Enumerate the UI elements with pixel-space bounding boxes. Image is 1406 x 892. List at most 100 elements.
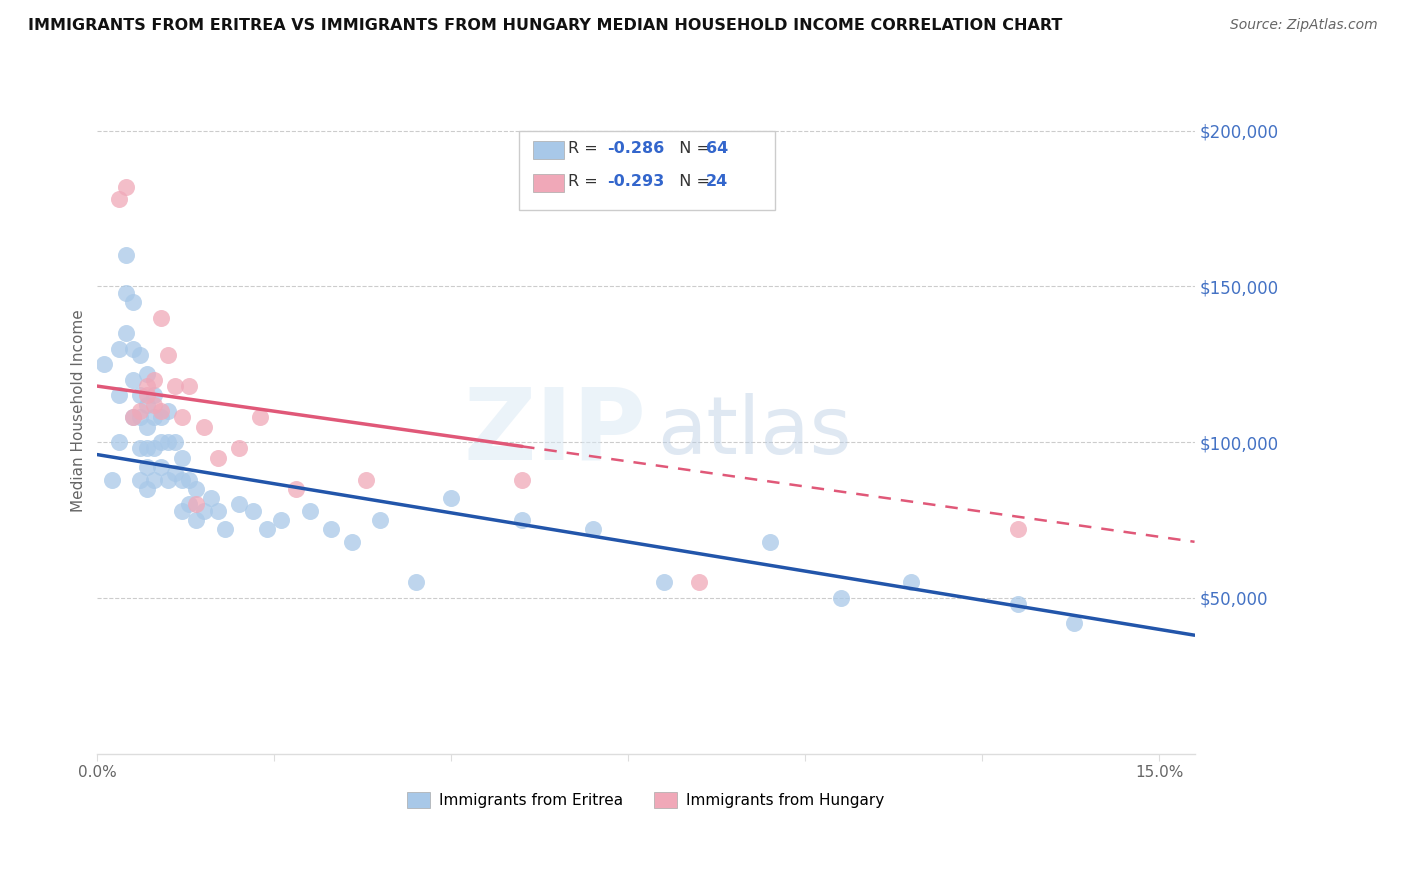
Point [114, 248, 136, 262]
Point [114, 285, 136, 300]
Point [652, 575, 675, 590]
Point [1007, 522, 1029, 536]
Point [186, 513, 208, 527]
Point [157, 348, 180, 362]
Point [157, 473, 180, 487]
Point [100, 473, 122, 487]
Text: 64: 64 [706, 141, 728, 156]
Point [135, 482, 157, 496]
Point [93, 357, 115, 371]
Point [107, 435, 129, 450]
Point [440, 491, 463, 506]
Point [370, 513, 392, 527]
Point [340, 534, 363, 549]
Point [135, 398, 157, 412]
Point [135, 442, 157, 456]
Point [165, 435, 187, 450]
Point [249, 410, 271, 425]
Point [165, 379, 187, 393]
Point [172, 450, 194, 465]
Point [107, 192, 129, 206]
Point [128, 404, 150, 418]
Point [200, 491, 222, 506]
Point [121, 373, 143, 387]
Point [228, 497, 250, 511]
Point [1007, 597, 1029, 611]
Text: atlas: atlas [657, 392, 851, 471]
Point [157, 435, 180, 450]
Point [900, 575, 922, 590]
Point [135, 460, 157, 475]
Point [128, 473, 150, 487]
Text: 24: 24 [706, 174, 728, 189]
Point [107, 342, 129, 356]
Point [128, 388, 150, 402]
Point [135, 367, 157, 381]
Point [172, 503, 194, 517]
Point [143, 388, 166, 402]
Point [179, 379, 201, 393]
Point [319, 522, 342, 536]
Point [165, 467, 187, 481]
Text: N =: N = [669, 174, 716, 189]
Point [121, 410, 143, 425]
Point [179, 497, 201, 511]
Point [186, 482, 208, 496]
Point [356, 473, 378, 487]
Point [582, 522, 605, 536]
Point [150, 410, 173, 425]
Point [207, 503, 229, 517]
Point [135, 419, 157, 434]
Point [510, 513, 533, 527]
Point [128, 442, 150, 456]
Point [207, 450, 229, 465]
Y-axis label: Median Household Income: Median Household Income [72, 310, 86, 512]
Point [114, 179, 136, 194]
Point [150, 435, 173, 450]
Point [128, 410, 150, 425]
Point [107, 388, 129, 402]
Point [143, 410, 166, 425]
Point [135, 379, 157, 393]
Point [1063, 615, 1085, 630]
Point [270, 513, 292, 527]
Point [150, 310, 173, 325]
Point [228, 442, 250, 456]
Point [150, 460, 173, 475]
Point [135, 388, 157, 402]
Point [143, 473, 166, 487]
Point [143, 373, 166, 387]
Point [128, 348, 150, 362]
Point [114, 326, 136, 341]
Point [121, 295, 143, 310]
Point [186, 497, 208, 511]
Legend: Immigrants from Eritrea, Immigrants from Hungary: Immigrants from Eritrea, Immigrants from… [401, 786, 890, 814]
Point [193, 419, 215, 434]
Point [150, 404, 173, 418]
Point [193, 503, 215, 517]
Text: -0.286: -0.286 [607, 141, 665, 156]
Text: Source: ZipAtlas.com: Source: ZipAtlas.com [1230, 18, 1378, 32]
Text: R =: R = [568, 141, 603, 156]
Point [759, 534, 782, 549]
Point [172, 410, 194, 425]
Point [830, 591, 852, 605]
Point [284, 482, 307, 496]
Text: N =: N = [669, 141, 716, 156]
Text: -0.293: -0.293 [607, 174, 665, 189]
Point [143, 442, 166, 456]
Point [510, 473, 533, 487]
Point [179, 473, 201, 487]
Point [121, 410, 143, 425]
Text: R =: R = [568, 174, 603, 189]
Text: IMMIGRANTS FROM ERITREA VS IMMIGRANTS FROM HUNGARY MEDIAN HOUSEHOLD INCOME CORRE: IMMIGRANTS FROM ERITREA VS IMMIGRANTS FR… [28, 18, 1063, 33]
Point [214, 522, 236, 536]
Point [121, 342, 143, 356]
Point [242, 503, 264, 517]
Point [157, 404, 180, 418]
Point [298, 503, 321, 517]
Point [172, 473, 194, 487]
Point [688, 575, 710, 590]
Point [256, 522, 278, 536]
Point [405, 575, 427, 590]
